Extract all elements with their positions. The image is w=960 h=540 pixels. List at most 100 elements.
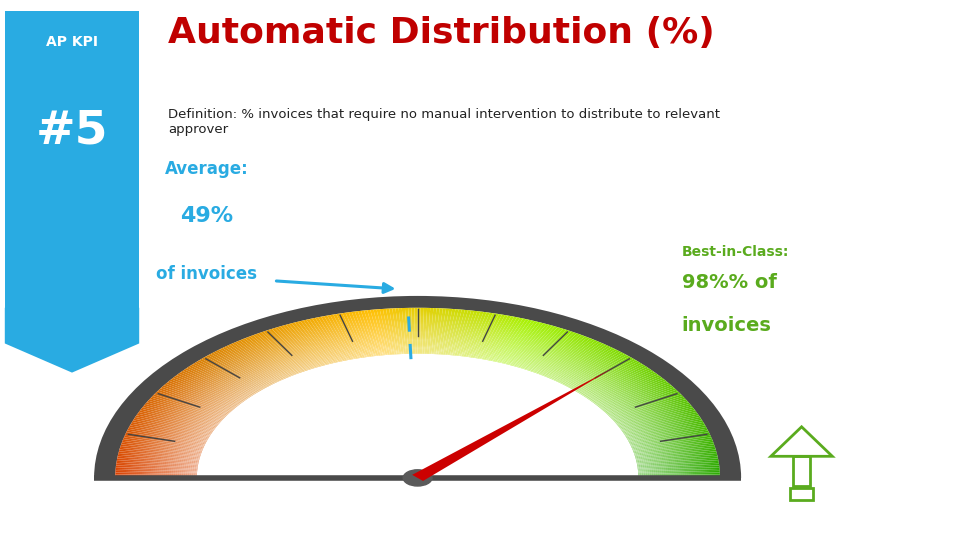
Wedge shape <box>160 387 231 413</box>
Wedge shape <box>398 308 406 354</box>
Wedge shape <box>164 384 233 410</box>
Wedge shape <box>292 322 327 365</box>
Wedge shape <box>286 324 324 366</box>
Wedge shape <box>624 417 701 435</box>
Wedge shape <box>258 333 303 373</box>
Wedge shape <box>309 319 341 362</box>
Wedge shape <box>436 308 446 354</box>
Wedge shape <box>94 296 741 478</box>
Wedge shape <box>530 332 574 372</box>
Wedge shape <box>117 455 199 462</box>
Wedge shape <box>243 338 292 377</box>
Wedge shape <box>158 332 677 478</box>
Text: Best-in-Class:: Best-in-Class: <box>682 245 789 259</box>
Wedge shape <box>636 449 716 458</box>
Wedge shape <box>494 319 526 362</box>
Wedge shape <box>445 309 459 355</box>
Wedge shape <box>229 343 282 381</box>
Wedge shape <box>373 309 388 355</box>
Wedge shape <box>466 312 487 357</box>
Wedge shape <box>577 360 638 393</box>
Wedge shape <box>361 310 378 356</box>
Wedge shape <box>580 363 642 395</box>
Wedge shape <box>587 368 651 399</box>
Wedge shape <box>191 364 253 396</box>
Wedge shape <box>116 460 198 466</box>
Wedge shape <box>140 322 695 478</box>
Wedge shape <box>283 325 322 367</box>
Wedge shape <box>607 390 678 415</box>
Wedge shape <box>121 311 714 478</box>
Wedge shape <box>223 347 276 383</box>
Wedge shape <box>622 414 699 432</box>
Wedge shape <box>346 312 367 357</box>
Wedge shape <box>638 472 720 475</box>
Wedge shape <box>128 429 206 443</box>
Wedge shape <box>447 309 462 355</box>
Wedge shape <box>638 476 720 478</box>
Wedge shape <box>604 387 675 413</box>
Wedge shape <box>147 401 221 423</box>
Wedge shape <box>619 409 695 429</box>
Wedge shape <box>189 349 647 478</box>
Wedge shape <box>555 345 608 381</box>
Wedge shape <box>553 343 606 381</box>
Wedge shape <box>636 458 718 465</box>
Wedge shape <box>547 340 598 378</box>
Wedge shape <box>364 310 381 356</box>
Wedge shape <box>330 315 356 359</box>
Wedge shape <box>582 364 644 396</box>
Wedge shape <box>376 309 390 355</box>
Wedge shape <box>193 363 255 395</box>
Wedge shape <box>635 448 716 457</box>
Text: of invoices: of invoices <box>156 265 257 282</box>
Wedge shape <box>503 321 538 364</box>
Wedge shape <box>251 335 298 374</box>
Wedge shape <box>355 311 374 356</box>
Wedge shape <box>348 312 370 357</box>
Wedge shape <box>574 357 634 391</box>
Wedge shape <box>245 337 294 376</box>
Circle shape <box>403 470 432 486</box>
Wedge shape <box>118 453 199 461</box>
Wedge shape <box>210 353 268 387</box>
Wedge shape <box>637 464 719 469</box>
Wedge shape <box>186 367 251 398</box>
Wedge shape <box>146 325 689 478</box>
Wedge shape <box>528 330 571 371</box>
Wedge shape <box>603 385 673 411</box>
Wedge shape <box>202 357 261 391</box>
Wedge shape <box>173 376 240 405</box>
Wedge shape <box>636 455 718 462</box>
Wedge shape <box>145 402 220 424</box>
Wedge shape <box>117 458 199 465</box>
Text: AP KPI: AP KPI <box>46 35 98 49</box>
Wedge shape <box>602 384 671 410</box>
Wedge shape <box>142 323 693 478</box>
Wedge shape <box>139 410 215 430</box>
Wedge shape <box>204 356 263 390</box>
Wedge shape <box>173 340 662 478</box>
Wedge shape <box>189 366 252 397</box>
Wedge shape <box>129 426 207 441</box>
Wedge shape <box>128 315 708 478</box>
Wedge shape <box>600 382 669 409</box>
Wedge shape <box>588 369 653 400</box>
Wedge shape <box>383 309 395 355</box>
Wedge shape <box>339 313 363 358</box>
Wedge shape <box>261 332 305 372</box>
Wedge shape <box>477 314 502 359</box>
Wedge shape <box>481 315 508 360</box>
Wedge shape <box>595 376 662 405</box>
Wedge shape <box>551 342 603 380</box>
Wedge shape <box>333 314 358 359</box>
Wedge shape <box>240 339 290 377</box>
Wedge shape <box>496 319 529 362</box>
Wedge shape <box>318 316 348 361</box>
Wedge shape <box>628 426 707 441</box>
Text: 98%% of: 98%% of <box>682 273 777 292</box>
Wedge shape <box>116 462 198 468</box>
Wedge shape <box>119 448 201 457</box>
Wedge shape <box>179 343 657 478</box>
Wedge shape <box>252 334 300 374</box>
